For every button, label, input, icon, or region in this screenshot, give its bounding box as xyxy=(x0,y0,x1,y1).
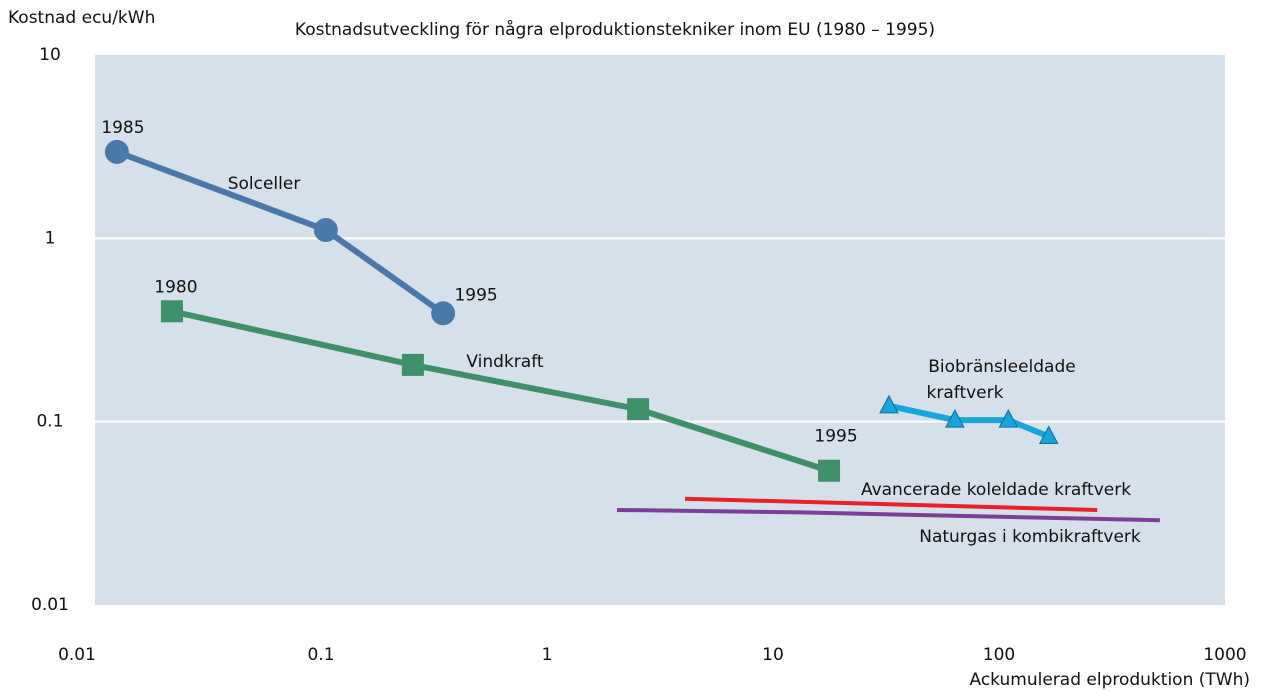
point xyxy=(818,459,841,482)
annotation: 1980 xyxy=(154,277,197,297)
series-label: Naturgas i kombikraftverk xyxy=(919,527,1141,547)
point xyxy=(160,300,183,323)
x-tick-label: 0.1 xyxy=(307,645,334,665)
annotation: 1995 xyxy=(814,427,857,447)
series-line xyxy=(171,308,830,474)
x-tick-label: 0.01 xyxy=(58,645,96,665)
series-label: Solceller xyxy=(228,174,301,194)
point xyxy=(313,218,338,243)
point xyxy=(431,301,456,326)
point xyxy=(945,409,965,428)
series-line xyxy=(888,402,1050,440)
plot-area xyxy=(95,55,1225,605)
x-axis-label: Ackumulerad elproduktion (TWh) xyxy=(970,670,1251,690)
y-tick-label: 1 xyxy=(45,228,56,248)
x-tick-label: 10 xyxy=(762,645,784,665)
annotation: 1985 xyxy=(101,118,144,138)
point xyxy=(104,139,129,164)
y-tick-label: 0.01 xyxy=(31,595,69,615)
x-tick-label: 1 xyxy=(542,645,553,665)
y-tick-label: 0.1 xyxy=(36,412,63,432)
series-line xyxy=(616,507,1160,523)
series-label: Biobränsleeldade kraftverk xyxy=(927,357,1076,403)
point xyxy=(1038,425,1059,445)
series-label: Vindkraft xyxy=(466,352,543,372)
y-axis-label: Kostnad ecu/kWh xyxy=(8,8,155,28)
point xyxy=(879,394,899,414)
series-line xyxy=(684,496,1098,512)
point xyxy=(998,409,1019,428)
annotation: 1995 xyxy=(454,285,497,305)
y-tick-label: 10 xyxy=(39,45,61,65)
x-tick-label: 1000 xyxy=(1203,645,1246,665)
chart-title: Kostnadsutveckling för några elproduktio… xyxy=(295,19,935,40)
point xyxy=(627,398,650,421)
series-label: Avancerade koleldade kraftverk xyxy=(861,480,1131,500)
point xyxy=(401,353,424,376)
x-tick-label: 100 xyxy=(983,645,1015,665)
